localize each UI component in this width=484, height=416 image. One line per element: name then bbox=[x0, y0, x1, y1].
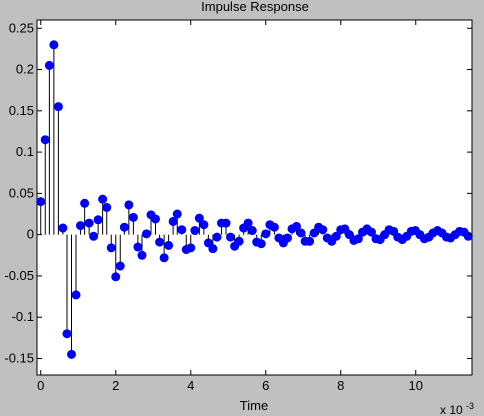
stem-marker bbox=[53, 102, 63, 112]
x-tick-label: 8 bbox=[337, 378, 344, 393]
stem-marker bbox=[40, 135, 50, 145]
stem-marker bbox=[84, 218, 94, 228]
stem-marker bbox=[115, 261, 125, 271]
x-tick-label: 0 bbox=[37, 378, 44, 393]
stem-marker bbox=[137, 250, 147, 260]
stem-marker bbox=[76, 221, 85, 231]
stem-marker bbox=[133, 242, 143, 252]
stem-marker bbox=[164, 240, 174, 250]
x-tick-label: 6 bbox=[262, 378, 269, 393]
stem-marker bbox=[67, 349, 76, 359]
y-tick-label: 0.1 bbox=[16, 144, 34, 159]
stem-marker bbox=[199, 220, 209, 230]
stem-marker bbox=[168, 216, 178, 226]
x-tick-label: 10 bbox=[409, 378, 423, 393]
x-exponent-base: x 10 bbox=[440, 403, 463, 416]
stem-marker bbox=[221, 218, 231, 228]
stem-marker bbox=[71, 290, 81, 300]
stem-marker bbox=[296, 228, 306, 238]
stem-marker bbox=[292, 221, 301, 231]
stem-marker bbox=[80, 198, 90, 208]
stem-marker bbox=[269, 222, 279, 232]
stem-marker bbox=[111, 272, 121, 282]
stem-marker bbox=[261, 229, 271, 239]
stem-marker bbox=[93, 215, 103, 225]
stem-marker bbox=[177, 225, 187, 235]
stem-marker bbox=[283, 233, 292, 243]
stem-marker bbox=[98, 194, 108, 204]
stem-marker bbox=[119, 222, 129, 232]
stem-series bbox=[36, 40, 473, 359]
y-tick-label: 0 bbox=[27, 227, 34, 242]
x-tick-label: 4 bbox=[187, 378, 194, 393]
y-tick-label: 0.2 bbox=[16, 62, 34, 77]
stem-marker bbox=[243, 218, 253, 228]
stem-marker bbox=[194, 213, 204, 223]
stem-marker bbox=[353, 234, 363, 244]
stem-marker bbox=[208, 244, 218, 254]
stem-marker bbox=[49, 40, 59, 50]
stem-marker bbox=[124, 200, 134, 210]
x-axis: 0 2 4 6 8 10 bbox=[37, 20, 423, 393]
stem-marker bbox=[212, 232, 222, 242]
stem-marker bbox=[106, 243, 116, 253]
stem-marker bbox=[151, 214, 160, 224]
stem-marker bbox=[340, 224, 350, 234]
stem-marker bbox=[89, 231, 99, 241]
stem-marker bbox=[44, 60, 54, 70]
stem-marker bbox=[172, 209, 182, 219]
stem-marker bbox=[226, 232, 235, 242]
stem-marker bbox=[367, 227, 376, 237]
stem-marker bbox=[247, 226, 257, 236]
x-exponent-label: x 10 -3 bbox=[440, 401, 474, 416]
stem-marker bbox=[142, 229, 151, 239]
stem-marker bbox=[256, 239, 266, 249]
y-tick-label: 0.15 bbox=[9, 103, 34, 118]
plot-area bbox=[36, 19, 473, 376]
x-axis-label: Time bbox=[240, 398, 268, 413]
stem-marker bbox=[128, 212, 138, 222]
stem-marker bbox=[331, 231, 341, 241]
y-tick-label: -0.15 bbox=[4, 350, 34, 365]
y-tick-label: -0.1 bbox=[12, 309, 34, 324]
stem-marker bbox=[234, 236, 244, 246]
x-tick-label: 2 bbox=[112, 378, 119, 393]
x-exponent-power: -3 bbox=[466, 401, 474, 411]
y-tick-label: -0.05 bbox=[4, 268, 34, 283]
stem-marker bbox=[190, 226, 200, 236]
stem-marker bbox=[318, 225, 328, 235]
y-axis: 0.25 0.2 0.15 0.1 0.05 0 -0.05 -0.1 -0.15 bbox=[4, 20, 472, 365]
stem-marker bbox=[305, 236, 315, 246]
stem-marker bbox=[186, 243, 196, 253]
y-tick-label: 0.25 bbox=[9, 20, 34, 35]
stem-marker bbox=[102, 202, 112, 212]
stem-marker bbox=[62, 329, 72, 339]
stem-marker bbox=[463, 231, 473, 241]
stem-marker bbox=[159, 253, 169, 263]
stem-marker bbox=[58, 223, 68, 233]
chart-title: Impulse Response bbox=[201, 0, 309, 14]
y-tick-label: 0.05 bbox=[9, 185, 34, 200]
stem-marker bbox=[36, 197, 46, 207]
stem-marker bbox=[155, 237, 165, 247]
